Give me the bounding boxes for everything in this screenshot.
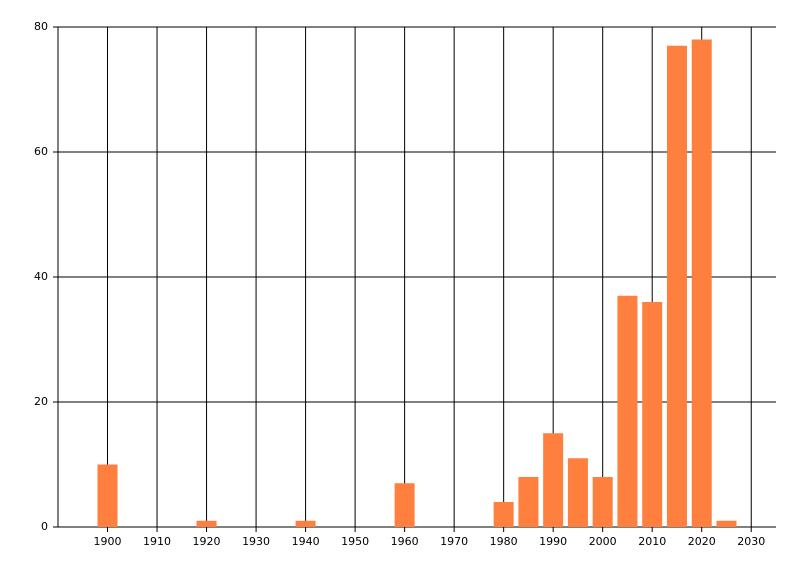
- bar: [567, 458, 588, 527]
- bar: [196, 520, 217, 527]
- bar: [394, 483, 415, 527]
- x-tick-label: 2020: [688, 535, 716, 548]
- x-tick-label: 1990: [539, 535, 567, 548]
- y-tick-label: 0: [41, 520, 48, 533]
- x-tick-label: 1940: [292, 535, 320, 548]
- bar: [666, 45, 687, 527]
- x-tick-label: 2000: [589, 535, 617, 548]
- x-tick-label: 1910: [143, 535, 171, 548]
- x-tick-label: 2030: [737, 535, 765, 548]
- x-tick-label: 1950: [341, 535, 369, 548]
- bar: [295, 520, 316, 527]
- bar: [518, 477, 539, 527]
- x-tick-label: 1920: [193, 535, 221, 548]
- bar: [716, 520, 737, 527]
- x-tick-label: 1900: [94, 535, 122, 548]
- y-tick-label: 60: [34, 145, 48, 158]
- x-tick-label: 1960: [391, 535, 419, 548]
- x-tick-label: 1930: [242, 535, 270, 548]
- bar: [493, 502, 514, 527]
- bar: [543, 433, 564, 527]
- bar: [617, 295, 638, 527]
- y-tick-label: 40: [34, 270, 48, 283]
- x-tick-label: 2010: [638, 535, 666, 548]
- bar: [691, 39, 712, 527]
- bar: [592, 477, 613, 527]
- bar: [642, 302, 663, 527]
- x-tick-label: 1970: [440, 535, 468, 548]
- bar: [97, 464, 118, 527]
- y-tick-label: 80: [34, 20, 48, 33]
- y-tick-label: 20: [34, 395, 48, 408]
- x-tick-label: 1980: [490, 535, 518, 548]
